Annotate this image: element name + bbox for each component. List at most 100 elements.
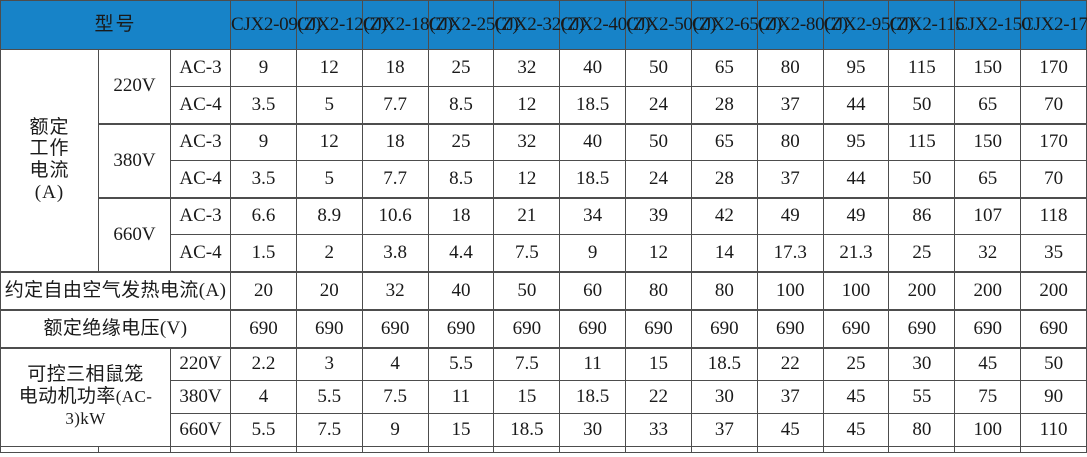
rated-current-line-3: (A) (34, 182, 65, 204)
table-row: 额定 工作 电流 (A) 220V AC-3 9 12 18 25 32 40 … (0, 49, 1087, 272)
cell-thermal-2: 32 (361, 271, 429, 310)
category-label-ac3: AC-3 (169, 123, 232, 161)
cell-v380-ac4-2: 7.7 (361, 160, 429, 198)
cell-thermal-10: 200 (888, 271, 956, 310)
cell-v220-ac3-5: 40 (559, 49, 627, 87)
cell-power660-11: 100 (954, 413, 1022, 447)
cell-power380-8: 37 (756, 380, 824, 414)
cell-insulation-2: 690 (361, 309, 429, 348)
table-row: 约定自由空气发热电流(A) 20 20 32 40 50 60 80 80 10… (0, 271, 1087, 310)
cell-power380-12: 90 (1020, 380, 1087, 414)
cell-insulation-1: 690 (295, 309, 363, 348)
cell-v660-ac4-2: 3.8 (361, 234, 429, 272)
clipped-cell (756, 446, 824, 453)
cell-power220-3: 5.5 (427, 347, 495, 381)
table-row: 660V AC-3 6.6 8.9 10.6 18 21 34 39 42 49… (1, 197, 1087, 272)
cell-power380-1: 5.5 (295, 380, 363, 414)
cell-v660-ac3-11: 107 (954, 197, 1022, 235)
cell-power380-0: 4 (230, 380, 297, 414)
cell-v660-ac3-4: 21 (493, 197, 561, 235)
cell-v380-ac3-3: 25 (427, 123, 495, 161)
cell-v220-ac4-5: 18.5 (559, 86, 627, 124)
header-model-9: CJX2-95(Z) (822, 0, 914, 50)
cell-v660-ac3-3: 18 (427, 197, 495, 235)
category-label-ac4: AC-4 (169, 234, 232, 272)
cell-thermal-0: 20 (230, 271, 297, 310)
cell-insulation-12: 690 (1020, 309, 1087, 348)
cell-v660-ac4-4: 7.5 (493, 234, 561, 272)
cell-v220-ac3-1: 12 (295, 49, 363, 87)
row-label-rated-current: 额定 工作 电流 (A) (0, 49, 99, 272)
cell-power660-10: 80 (888, 413, 956, 447)
cell-v660-ac3-12: 118 (1020, 197, 1087, 235)
clipped-cell (625, 446, 692, 453)
cell-v380-ac4-10: 50 (888, 160, 956, 198)
cell-v220-ac4-10: 50 (888, 86, 956, 124)
clipped-cell (888, 446, 956, 453)
cell-power220-0: 2.2 (230, 347, 297, 381)
cell-power380-10: 55 (888, 380, 956, 414)
cell-power220-1: 3 (295, 347, 363, 381)
table-row: AC-4 3.5 5 7.7 8.5 12 18.5 24 28 37 44 5… (0, 86, 1087, 124)
table-row-clipped (0, 446, 1087, 453)
cell-v660-ac4-3: 4.4 (427, 234, 495, 272)
cell-power380-7: 30 (690, 380, 758, 414)
cell-v220-ac4-7: 28 (690, 86, 758, 124)
cell-power660-2: 9 (361, 413, 429, 447)
cell-v380-ac4-7: 28 (690, 160, 758, 198)
cell-thermal-11: 200 (954, 271, 1022, 310)
motor-voltage-label-660v: 660V (169, 413, 232, 447)
cell-v220-ac3-12: 170 (1020, 49, 1087, 87)
cell-thermal-1: 20 (295, 271, 363, 310)
cell-v380-ac3-10: 115 (888, 123, 956, 161)
cell-v220-ac4-6: 24 (625, 86, 692, 124)
cell-v380-ac3-2: 18 (361, 123, 429, 161)
cell-power660-12: 110 (1020, 413, 1087, 447)
clipped-cell (493, 446, 561, 453)
rated-current-line-1: 工作 (29, 138, 70, 160)
header-title: 型号 (0, 0, 232, 50)
cell-v220-ac4-1: 5 (295, 86, 363, 124)
cell-v660-ac4-5: 9 (559, 234, 627, 272)
header-model-11: CJX2-150 (954, 0, 1031, 50)
cell-v380-ac3-9: 95 (822, 123, 890, 161)
cell-v220-ac3-7: 65 (690, 49, 758, 87)
cell-v380-ac3-4: 32 (493, 123, 561, 161)
cell-power220-7: 18.5 (690, 347, 758, 381)
cell-thermal-6: 80 (625, 271, 692, 310)
cell-thermal-8: 100 (756, 271, 824, 310)
cell-power380-2: 7.5 (361, 380, 429, 414)
cell-v660-ac4-6: 12 (625, 234, 692, 272)
cell-v380-ac4-4: 12 (493, 160, 561, 198)
cell-v220-ac3-11: 150 (954, 49, 1022, 87)
cell-thermal-9: 100 (822, 271, 890, 310)
cell-v220-ac4-9: 44 (822, 86, 890, 124)
cell-v220-ac4-3: 8.5 (427, 86, 495, 124)
clipped-cell (690, 446, 758, 453)
cell-v660-ac3-1: 8.9 (295, 197, 363, 235)
table-row: 380V AC-3 9 12 18 25 32 40 50 65 80 95 1… (1, 123, 1087, 198)
cell-v660-ac4-12: 35 (1020, 234, 1087, 272)
cell-power660-3: 15 (427, 413, 495, 447)
clipped-cell (230, 446, 297, 453)
row-label-insulation-voltage: 额定绝缘电压(V) (0, 309, 232, 348)
table-row: 额定绝缘电压(V) 690 690 690 690 690 690 690 69… (0, 309, 1087, 348)
cell-v220-ac4-11: 65 (954, 86, 1022, 124)
cell-v220-ac3-10: 115 (888, 49, 956, 87)
cell-insulation-6: 690 (625, 309, 692, 348)
cell-v380-ac4-9: 44 (822, 160, 890, 198)
clipped-cell (361, 446, 429, 453)
cell-v660-ac3-7: 42 (690, 197, 758, 235)
cell-v220-ac3-4: 32 (493, 49, 561, 87)
cell-v380-ac4-8: 37 (756, 160, 824, 198)
cell-power660-7: 37 (690, 413, 758, 447)
cell-power220-4: 7.5 (493, 347, 561, 381)
header-model-8: CJX2-80(Z) (756, 0, 848, 50)
cell-insulation-5: 690 (559, 309, 627, 348)
cell-v660-ac4-9: 21.3 (822, 234, 890, 272)
voltage-label-660v: 660V (98, 197, 171, 272)
motor-power-line-1: 可控三相鼠笼 (27, 364, 144, 386)
cell-insulation-0: 690 (230, 309, 297, 348)
cell-v380-ac4-6: 24 (625, 160, 692, 198)
